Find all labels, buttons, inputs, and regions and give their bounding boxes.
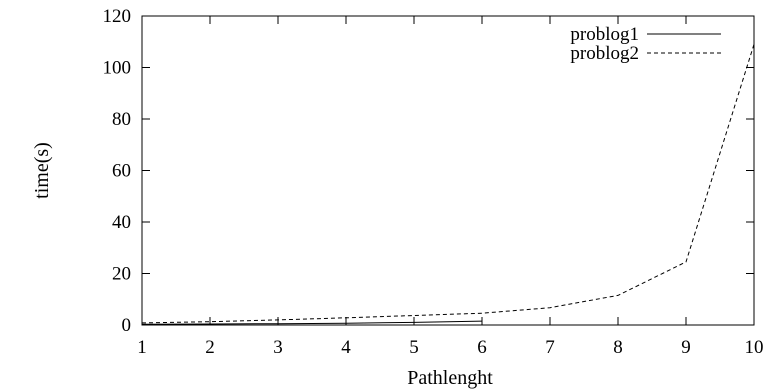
y-tick-label: 100 (103, 58, 132, 79)
x-tick-label: 5 (409, 337, 419, 358)
x-tick-label: 9 (681, 337, 691, 358)
legend-label-problog2: problog2 (570, 43, 639, 64)
y-tick-label: 120 (103, 6, 132, 27)
series-line-problog2 (141, 44, 755, 324)
legend: problog1 problog2 (570, 24, 721, 64)
x-axis-label: Pathlenght (407, 367, 493, 389)
y-tick-label: 40 (112, 212, 131, 233)
plot-frame (141, 15, 755, 326)
x-tick-label: 2 (205, 337, 215, 358)
y-tick-label: 20 (112, 264, 131, 285)
x-tick-label: 6 (477, 337, 487, 358)
x-axis-ticks: 1 2 3 4 5 6 7 8 9 10 (137, 16, 764, 358)
x-tick-label: 7 (545, 337, 555, 358)
y-axis-ticks: 0 20 40 60 80 100 120 (103, 6, 754, 336)
x-tick-label: 10 (745, 337, 764, 358)
series-line-problog1 (141, 320, 483, 325)
x-tick-label: 8 (613, 337, 623, 358)
y-tick-label: 60 (112, 161, 131, 182)
y-tick-label: 80 (112, 109, 131, 130)
series-layer (141, 44, 755, 325)
x-tick-label: 4 (341, 337, 351, 358)
legend-label-problog1: problog1 (570, 24, 639, 45)
x-tick-label: 3 (273, 337, 283, 358)
x-tick-label: 1 (137, 337, 147, 358)
y-axis-label: time(s) (31, 142, 53, 199)
y-tick-label: 0 (122, 315, 132, 336)
